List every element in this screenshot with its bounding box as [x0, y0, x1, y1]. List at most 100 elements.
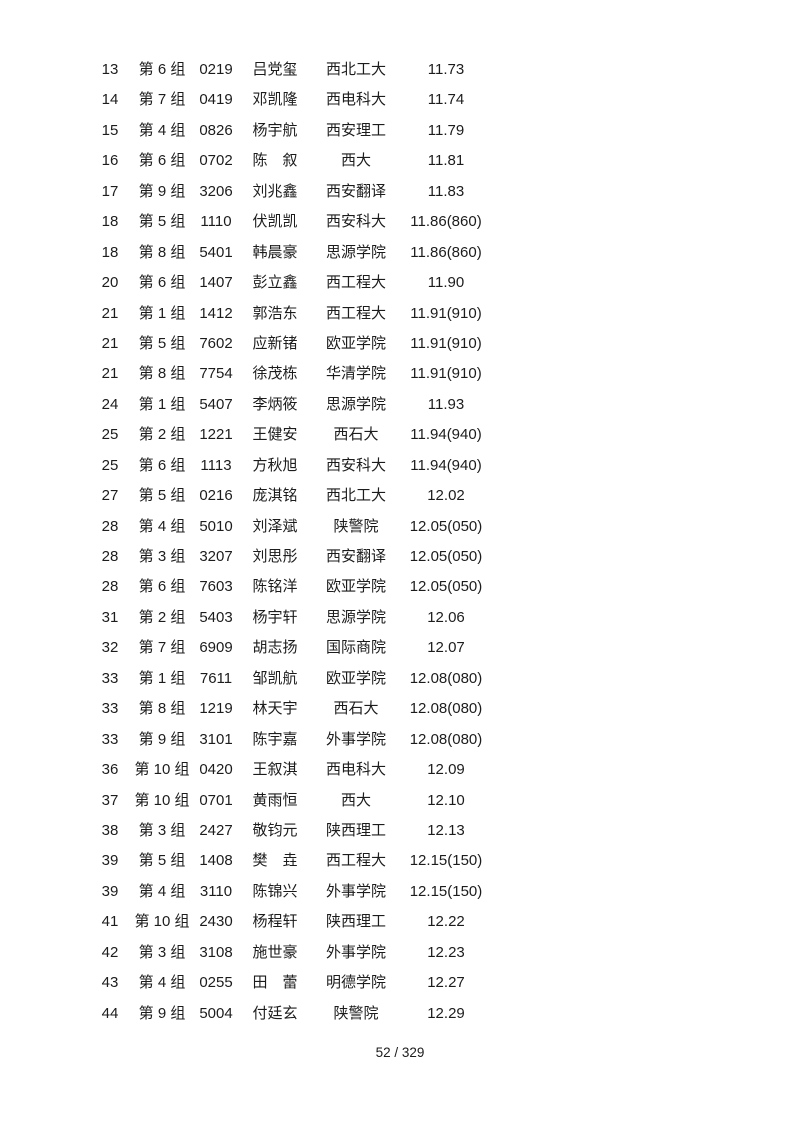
id-cell: 1407	[199, 274, 233, 292]
score-cell: 11.91(910)	[410, 304, 482, 322]
rank-cell: 21	[101, 365, 119, 383]
rank-cell: 33	[101, 700, 119, 718]
table-row: 39 第 5 组 1408 樊 垚 西工程大 12.15(150)	[92, 846, 494, 876]
name-cell: 王叙淇	[252, 761, 298, 779]
group-cell: 第 7 组	[138, 639, 186, 657]
rank-cell: 13	[101, 61, 119, 78]
rank-cell: 32	[101, 639, 119, 657]
rank-cell: 17	[101, 182, 119, 200]
group-cell: 第 10 组	[134, 791, 190, 809]
name-cell: 施世豪	[252, 943, 298, 961]
results-table: 13 第 6 组 0219 吕党玺 西北工大 11.73 14 第 7 组 0419 邓凯隆 西电科…	[92, 55, 494, 1029]
name-cell: 方秋旭	[252, 456, 298, 474]
table-row: 27 第 5 组 0216 庞淇铭 西北工大 12.02	[92, 481, 494, 511]
rank-cell: 18	[101, 213, 119, 231]
rank-cell: 18	[101, 243, 119, 261]
name-cell: 刘泽斌	[252, 517, 298, 535]
rank-cell: 42	[101, 943, 119, 961]
group-cell: 第 1 组	[138, 669, 186, 687]
group-cell: 第 4 组	[138, 517, 186, 535]
score-cell: 11.83	[427, 182, 465, 200]
rank-cell: 25	[101, 456, 119, 474]
group-cell: 第 7 组	[138, 91, 186, 109]
group-cell: 第 3 组	[138, 548, 186, 565]
id-cell: 1412	[199, 304, 233, 322]
id-cell: 0219	[199, 61, 233, 78]
name-cell: 韩晨豪	[252, 243, 298, 261]
group-cell: 第 2 组	[138, 608, 186, 626]
school-cell: 陕警院	[333, 517, 379, 535]
school-cell: 陕警院	[333, 1004, 379, 1022]
name-cell: 敬钧元	[252, 821, 298, 839]
id-cell: 3206	[199, 182, 233, 200]
score-cell: 12.23	[427, 943, 465, 961]
group-cell: 第 10 组	[134, 913, 190, 931]
score-cell: 12.06	[427, 608, 465, 626]
table-row: 37 第 10 组 0701 黄雨恒 西大 12.10	[92, 786, 494, 816]
score-cell: 11.86(860)	[410, 213, 482, 231]
table-row: 15 第 4 组 0826 杨宇航 西安理工 11.79	[92, 116, 494, 146]
score-cell: 12.05(050)	[409, 517, 483, 535]
group-cell: 第 5 组	[138, 334, 186, 352]
id-cell: 1113	[200, 456, 232, 474]
score-cell: 12.27	[427, 974, 465, 992]
score-cell: 11.94(940)	[410, 426, 482, 444]
name-cell: 邓凯隆	[252, 91, 298, 109]
id-cell: 3108	[199, 943, 233, 961]
id-cell: 5004	[199, 1004, 233, 1022]
group-cell: 第 9 组	[138, 182, 186, 200]
name-cell: 胡志扬	[252, 639, 298, 657]
school-cell: 西电科大	[325, 91, 386, 109]
id-cell: 3207	[199, 548, 233, 565]
table-row: 25 第 6 组 1113 方秋旭 西安科大 11.94(940)	[92, 451, 494, 481]
id-cell: 5407	[199, 395, 233, 413]
school-cell: 西北工大	[325, 61, 386, 78]
group-cell: 第 5 组	[138, 852, 186, 870]
id-cell: 1408	[199, 852, 233, 870]
table-row: 28 第 4 组 5010 刘泽斌 陕警院 12.05(050)	[92, 512, 494, 542]
table-row: 41 第 10 组 2430 杨程轩 陕西理工 12.22	[92, 907, 494, 937]
id-cell: 3110	[199, 882, 233, 900]
rank-cell: 41	[101, 913, 119, 931]
name-cell: 邹凯航	[252, 669, 298, 687]
group-cell: 第 6 组	[138, 274, 186, 292]
rank-cell: 20	[101, 274, 119, 292]
name-cell: 陈 叙	[252, 152, 298, 170]
rank-cell: 28	[101, 578, 119, 596]
table-row: 38 第 3 组 2427 敬钧元 陕西理工 12.13	[92, 816, 494, 846]
id-cell: 3101	[199, 730, 233, 748]
school-cell: 思源学院	[325, 243, 386, 261]
table-row: 28 第 6 组 7603 陈铭洋 欧亚学院 12.05(050)	[92, 572, 494, 602]
score-cell: 11.91(910)	[410, 334, 482, 352]
name-cell: 杨宇航	[252, 121, 298, 139]
name-cell: 林天宇	[252, 700, 298, 718]
id-cell: 0216	[199, 487, 233, 505]
page-number: 52 / 329	[375, 1045, 425, 1060]
score-cell: 12.15(150)	[409, 852, 483, 870]
school-cell: 欧亚学院	[325, 578, 386, 596]
table-row: 33 第 9 组 3101 陈宇嘉 外事学院 12.08(080)	[92, 725, 494, 755]
score-cell: 12.02	[427, 487, 465, 505]
school-cell: 思源学院	[325, 608, 386, 626]
school-cell: 欧亚学院	[325, 334, 386, 352]
school-cell: 明德学院	[325, 974, 386, 992]
rank-cell: 33	[101, 730, 119, 748]
rank-cell: 24	[101, 395, 119, 413]
rank-cell: 44	[101, 1004, 119, 1022]
school-cell: 陕西理工	[325, 821, 386, 839]
group-cell: 第 4 组	[138, 121, 186, 139]
school-cell: 西北工大	[325, 487, 386, 505]
name-cell: 王健安	[252, 426, 298, 444]
name-cell: 樊 垚	[252, 852, 298, 870]
rank-cell: 28	[101, 548, 119, 565]
rank-cell: 39	[101, 882, 119, 900]
table-row: 31 第 2 组 5403 杨宇轩 思源学院 12.06	[92, 603, 494, 633]
id-cell: 7603	[199, 578, 233, 596]
table-row: 42 第 3 组 3108 施世豪 外事学院 12.23	[92, 938, 494, 968]
score-cell: 12.08(080)	[409, 669, 483, 687]
school-cell: 西安理工	[325, 121, 386, 139]
group-cell: 第 4 组	[138, 882, 186, 900]
rank-cell: 21	[101, 334, 119, 352]
group-cell: 第 6 组	[138, 61, 186, 78]
score-cell: 11.91(910)	[410, 365, 482, 383]
